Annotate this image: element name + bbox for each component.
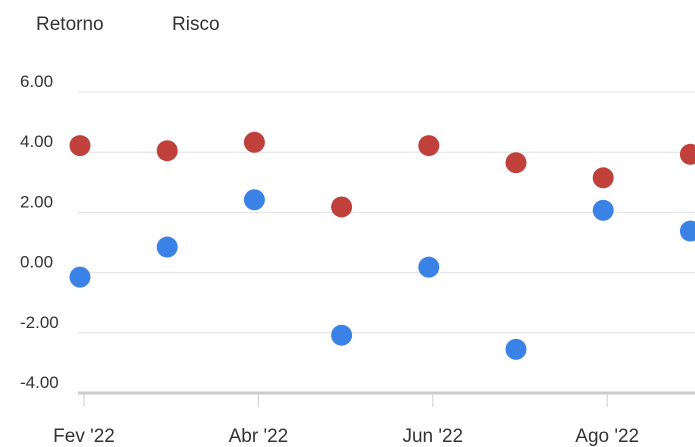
point-retorno[interactable]	[505, 338, 527, 360]
grid	[78, 91, 695, 395]
point-retorno[interactable]	[156, 236, 178, 258]
point-retorno[interactable]	[679, 220, 695, 242]
legend-item-retorno[interactable]: Retorno	[36, 14, 104, 35]
point-retorno[interactable]	[331, 324, 353, 346]
point-risco[interactable]	[505, 152, 527, 174]
x-tick-label: Ago '22	[575, 426, 639, 447]
x-axis: Fev '22 Abr '22 Jun '22 Ago '22	[53, 394, 639, 447]
point-retorno[interactable]	[592, 199, 614, 221]
point-retorno[interactable]	[243, 189, 265, 211]
point-risco[interactable]	[243, 131, 265, 153]
legend[interactable]: Retorno Risco	[36, 14, 220, 35]
y-tick-label: 2.00	[20, 192, 53, 211]
point-risco[interactable]	[679, 143, 695, 165]
point-risco[interactable]	[156, 140, 178, 162]
x-tick-label: Fev '22	[53, 426, 115, 447]
y-tick-label: -4.00	[20, 373, 59, 392]
legend-item-risco[interactable]: Risco	[172, 14, 220, 35]
point-risco[interactable]	[592, 167, 614, 189]
point-retorno[interactable]	[418, 256, 440, 278]
y-tick-label: -2.00	[20, 313, 59, 332]
series-retorno	[69, 189, 695, 360]
y-tick-label: 6.00	[20, 72, 53, 91]
y-tick-label: 4.00	[20, 132, 53, 151]
x-tick-label: Jun '22	[402, 426, 463, 447]
point-risco[interactable]	[331, 196, 353, 218]
y-tick-label: 0.00	[20, 253, 53, 272]
point-risco[interactable]	[418, 135, 440, 157]
x-tick-label: Abr '22	[229, 426, 289, 447]
point-risco[interactable]	[69, 135, 91, 157]
plot-area	[69, 131, 695, 360]
point-retorno[interactable]	[69, 266, 91, 288]
series-risco	[69, 131, 695, 218]
y-axis: 6.00 4.00 2.00 0.00 -2.00 -4.00	[20, 72, 59, 392]
